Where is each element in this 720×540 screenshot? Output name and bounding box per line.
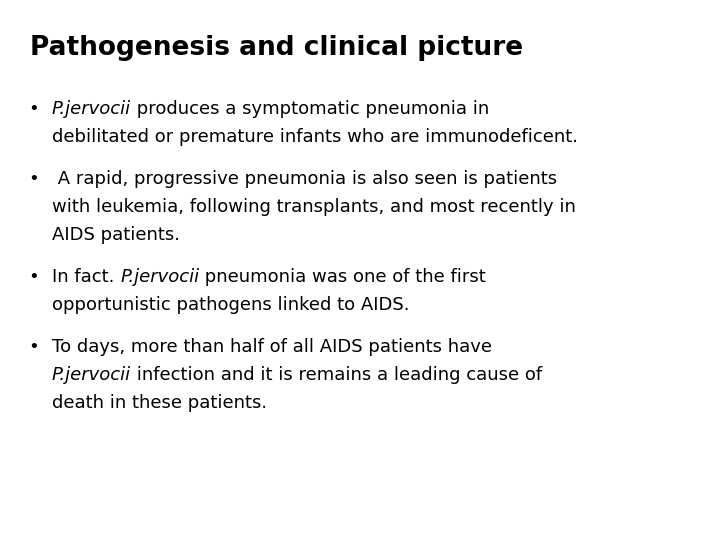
Text: To days, more than half of all AIDS patients have: To days, more than half of all AIDS pati… xyxy=(52,338,492,356)
Text: with leukemia, following transplants, and most recently in: with leukemia, following transplants, an… xyxy=(52,198,576,216)
Text: A rapid, progressive pneumonia is also seen is patients: A rapid, progressive pneumonia is also s… xyxy=(52,170,557,188)
Text: produces a symptomatic pneumonia in: produces a symptomatic pneumonia in xyxy=(131,100,490,118)
Text: infection and it is remains a leading cause of: infection and it is remains a leading ca… xyxy=(131,366,542,384)
Text: P.jervocii: P.jervocii xyxy=(52,366,131,384)
Text: •: • xyxy=(28,268,39,286)
Text: •: • xyxy=(28,100,39,118)
Text: opportunistic pathogens linked to AIDS.: opportunistic pathogens linked to AIDS. xyxy=(52,296,410,314)
Text: In fact.: In fact. xyxy=(52,268,120,286)
Text: Pathogenesis and clinical picture: Pathogenesis and clinical picture xyxy=(30,35,523,61)
Text: death in these patients.: death in these patients. xyxy=(52,394,267,412)
Text: pneumonia was one of the first: pneumonia was one of the first xyxy=(199,268,486,286)
Text: •: • xyxy=(28,170,39,188)
Text: •: • xyxy=(28,338,39,356)
Text: debilitated or premature infants who are immunodeficent.: debilitated or premature infants who are… xyxy=(52,128,578,146)
Text: P.jervocii: P.jervocii xyxy=(52,100,131,118)
Text: AIDS patients.: AIDS patients. xyxy=(52,226,180,244)
Text: P.jervocii: P.jervocii xyxy=(120,268,199,286)
